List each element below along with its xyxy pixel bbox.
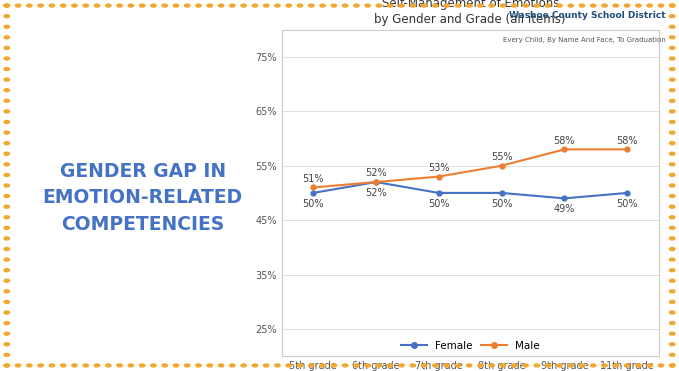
Text: 52%: 52%: [365, 188, 387, 198]
Text: 49%: 49%: [554, 204, 575, 214]
Text: 51%: 51%: [302, 174, 324, 184]
Text: GENDER GAP IN
EMOTION-RELATED
COMPETENCIES: GENDER GAP IN EMOTION-RELATED COMPETENCI…: [43, 162, 242, 234]
Text: 52%: 52%: [365, 168, 387, 178]
Text: 50%: 50%: [302, 199, 324, 209]
Text: 58%: 58%: [617, 136, 638, 146]
Text: 50%: 50%: [617, 199, 638, 209]
Text: 58%: 58%: [553, 136, 575, 146]
Text: 50%: 50%: [428, 199, 449, 209]
Text: Every Child, By Name And Face, To Graduation: Every Child, By Name And Face, To Gradua…: [502, 37, 665, 43]
Text: 53%: 53%: [428, 163, 449, 173]
Title: % of Students with Favorable Beliefs
Self-Management of Emotions
by Gender and G: % of Students with Favorable Beliefs Sel…: [362, 0, 579, 26]
Text: 50%: 50%: [491, 199, 513, 209]
Text: Washoe County School District: Washoe County School District: [509, 11, 665, 20]
Text: 55%: 55%: [491, 152, 513, 162]
Legend: Female, Male: Female, Male: [397, 338, 543, 354]
